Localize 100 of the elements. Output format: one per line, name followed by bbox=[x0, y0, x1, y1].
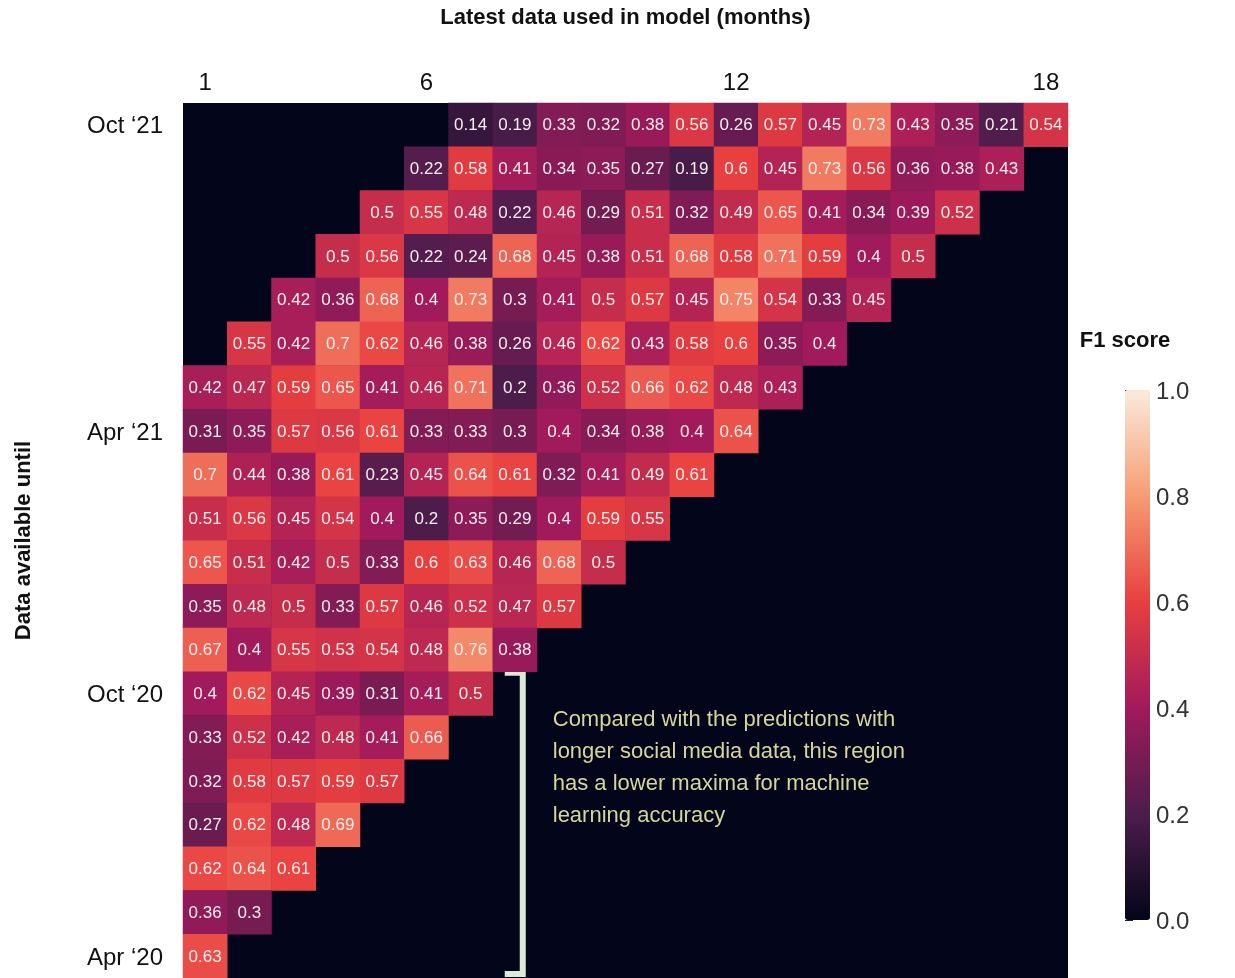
data-label: 0.33 bbox=[365, 552, 399, 572]
data-label: 0.49 bbox=[719, 202, 753, 222]
data-label: 0.27 bbox=[631, 159, 665, 179]
data-label: 0.48 bbox=[321, 727, 355, 747]
data-label: 0.56 bbox=[365, 246, 399, 266]
data-label: 0.52 bbox=[940, 202, 974, 222]
data-label: 0.57 bbox=[365, 771, 399, 791]
data-label: 0.48 bbox=[719, 377, 753, 397]
data-label: 0.22 bbox=[409, 246, 443, 266]
data-label: 0.23 bbox=[365, 465, 399, 485]
y-tick-label: Oct ‘20 bbox=[86, 680, 163, 708]
data-label: 0.71 bbox=[763, 246, 797, 266]
data-label: 0.35 bbox=[940, 115, 974, 135]
data-label: 0.41 bbox=[365, 727, 399, 747]
data-label: 0.41 bbox=[808, 202, 842, 222]
data-label: 0.36 bbox=[542, 377, 576, 397]
data-label: 0.29 bbox=[586, 202, 620, 222]
data-label: 0.33 bbox=[409, 421, 443, 441]
data-label: 0.26 bbox=[719, 115, 753, 135]
annotation: Compared with the predictions with longer social media data, this region has a lower maxima for machine learning accuracy bbox=[552, 706, 912, 828]
data-label: 0.34 bbox=[542, 159, 576, 179]
x-tick-label: 6 bbox=[419, 67, 434, 95]
data-label: 0.51 bbox=[232, 552, 266, 572]
data-label: 0.7 bbox=[326, 334, 350, 354]
data-label: 0.2 bbox=[503, 377, 527, 397]
data-label: 0.24 bbox=[454, 246, 488, 266]
data-label: 0.55 bbox=[409, 202, 443, 222]
data-label: 0.56 bbox=[321, 421, 355, 441]
data-label: 0.68 bbox=[498, 246, 532, 266]
data-label: 0.3 bbox=[503, 421, 527, 441]
data-label: 0.56 bbox=[232, 509, 266, 529]
data-label: 0.27 bbox=[188, 815, 222, 835]
data-label: 0.31 bbox=[365, 684, 399, 704]
data-label: 0.4 bbox=[857, 246, 881, 266]
y-tick-label: Apr ‘20 bbox=[86, 942, 163, 970]
data-label: 0.64 bbox=[719, 421, 753, 441]
data-label: 0.38 bbox=[454, 334, 488, 354]
data-label: 0.76 bbox=[454, 640, 488, 660]
data-label: 0.62 bbox=[586, 334, 620, 354]
data-label: 0.49 bbox=[631, 465, 665, 485]
data-label: 0.69 bbox=[321, 815, 355, 835]
data-label: 0.59 bbox=[321, 771, 355, 791]
data-label: 0.64 bbox=[232, 859, 266, 879]
color-bar-label: 0.6 bbox=[1156, 588, 1190, 616]
data-label: 0.58 bbox=[232, 771, 266, 791]
data-label: 0.54 bbox=[763, 290, 797, 310]
data-label: 0.32 bbox=[188, 771, 222, 791]
data-label: 0.57 bbox=[631, 290, 665, 310]
color-bar-label: 0.4 bbox=[1156, 694, 1190, 722]
data-label: 0.41 bbox=[586, 465, 620, 485]
data-label: 0.46 bbox=[409, 377, 443, 397]
data-label: 0.62 bbox=[365, 334, 399, 354]
data-label: 0.6 bbox=[724, 334, 748, 354]
data-label: 0.35 bbox=[763, 334, 797, 354]
data-label: 0.68 bbox=[542, 552, 576, 572]
data-label: 0.38 bbox=[631, 115, 665, 135]
data-label: 0.5 bbox=[458, 684, 483, 704]
data-label: 0.44 bbox=[232, 465, 266, 485]
data-label: 0.33 bbox=[188, 727, 222, 747]
data-label: 0.14 bbox=[454, 115, 488, 135]
data-label: 0.32 bbox=[675, 202, 709, 222]
data-label: 0.6 bbox=[414, 552, 439, 572]
data-label: 0.48 bbox=[409, 640, 443, 660]
data-label: 0.5 bbox=[326, 246, 350, 266]
data-label: 0.62 bbox=[675, 377, 709, 397]
data-label: 0.45 bbox=[763, 159, 797, 179]
data-label: 0.34 bbox=[586, 421, 620, 441]
data-label: 0.45 bbox=[808, 115, 842, 135]
data-label: 0.45 bbox=[675, 290, 709, 310]
data-label: 0.36 bbox=[188, 902, 222, 922]
data-label: 0.5 bbox=[901, 246, 925, 266]
data-label: 0.57 bbox=[277, 771, 311, 791]
data-label: 0.46 bbox=[542, 334, 576, 354]
data-label: 0.48 bbox=[454, 202, 488, 222]
y-tick-label: Apr ‘21 bbox=[86, 417, 163, 445]
data-label: 0.26 bbox=[498, 334, 532, 354]
data-label: 0.47 bbox=[232, 377, 266, 397]
data-label: 0.51 bbox=[631, 246, 665, 266]
data-label: 0.46 bbox=[409, 334, 443, 354]
data-label: 0.46 bbox=[498, 552, 532, 572]
data-label: 0.48 bbox=[232, 596, 266, 616]
data-label: 0.41 bbox=[365, 377, 399, 397]
data-label: 0.39 bbox=[321, 684, 355, 704]
data-label: 0.43 bbox=[985, 159, 1019, 179]
color-bar-label: 0.2 bbox=[1156, 800, 1190, 828]
data-label: 0.58 bbox=[454, 159, 488, 179]
data-label: 0.43 bbox=[631, 334, 665, 354]
data-label: 0.57 bbox=[542, 596, 576, 616]
data-label: 0.47 bbox=[498, 596, 532, 616]
data-label: 0.4 bbox=[547, 509, 571, 529]
data-label: 0.33 bbox=[542, 115, 576, 135]
data-label: 0.53 bbox=[321, 640, 355, 660]
data-label: 0.35 bbox=[232, 421, 266, 441]
data-label: 0.41 bbox=[409, 684, 443, 704]
color-bar-label: 0.8 bbox=[1156, 482, 1190, 510]
data-label: 0.75 bbox=[719, 290, 753, 310]
data-label: 0.56 bbox=[675, 115, 709, 135]
data-label: 0.32 bbox=[542, 465, 576, 485]
data-label: 0.32 bbox=[586, 115, 620, 135]
data-label: 0.61 bbox=[498, 465, 532, 485]
